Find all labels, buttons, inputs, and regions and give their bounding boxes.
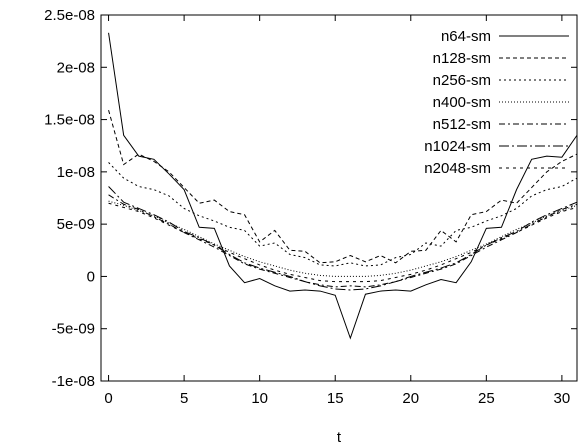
- series-lines: [108, 32, 578, 340]
- x-tick-label: 30: [554, 390, 571, 407]
- series-line-n400-sm: [108, 200, 578, 277]
- x-tick-label: 5: [180, 390, 188, 407]
- legend-label: n512-sm: [433, 116, 491, 133]
- y-axis: -1e-08 -5e-09 0 5e-09 1e-08 1.5e-08 2e-08 2.5e-…: [44, 7, 577, 390]
- legend-label: n128-sm: [433, 50, 491, 67]
- plot-frame: [100, 14, 578, 382]
- series-line-n256-sm: [108, 162, 578, 267]
- x-axis-title: t: [337, 429, 342, 446]
- series-line-n512-sm: [108, 194, 578, 288]
- y-tick-label: 0: [87, 268, 95, 285]
- x-tick-label: 10: [251, 390, 268, 407]
- legend-label: n256-sm: [433, 72, 491, 89]
- legend-label: n400-sm: [433, 94, 491, 111]
- y-tick-label: 2e-08: [57, 59, 95, 76]
- legend: n64-sm n128-sm n256-sm n400-sm n512-sm n1024-…: [424, 28, 569, 177]
- x-tick-label: 20: [402, 390, 419, 407]
- x-tick-label: 15: [327, 390, 344, 407]
- y-tick-label: 5e-09: [57, 216, 95, 233]
- x-tick-label: 25: [478, 390, 495, 407]
- y-tick-label: 1.5e-08: [44, 112, 95, 129]
- legend-label: n2048-sm: [424, 160, 491, 177]
- y-tick-label: 2.5e-08: [44, 7, 95, 24]
- legend-label: n64-sm: [441, 28, 491, 45]
- series-line-n64-sm: [108, 32, 578, 340]
- x-tick-label: 0: [104, 390, 112, 407]
- legend-label: n1024-sm: [424, 138, 491, 155]
- series-line-n128-sm: [108, 110, 578, 264]
- series-line-n2048-sm: [108, 202, 578, 283]
- y-tick-label: 1e-08: [57, 164, 95, 181]
- series-line-n1024-sm: [108, 186, 578, 291]
- y-tick-label: -5e-09: [52, 321, 95, 338]
- x-axis: 0 5 10 15 20 25 30: [104, 15, 570, 407]
- y-tick-label: -1e-08: [52, 373, 95, 390]
